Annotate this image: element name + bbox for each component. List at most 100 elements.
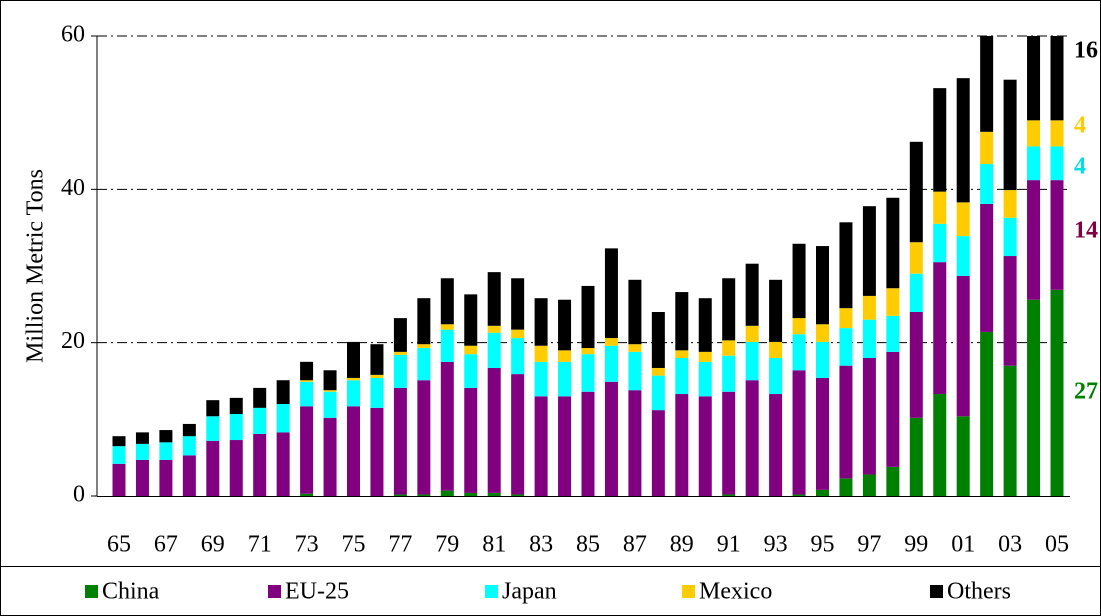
annotation: 4	[1074, 113, 1086, 139]
bar-segment	[159, 442, 173, 460]
bar-segment	[159, 430, 173, 443]
bar-segment	[487, 325, 501, 333]
bar-segment	[862, 358, 876, 475]
legend-swatch	[930, 585, 943, 598]
bar-segment	[534, 396, 548, 496]
bar-segment	[276, 380, 290, 404]
bar-segment	[206, 440, 220, 496]
x-tick-label: 67	[154, 532, 178, 558]
bar-segment	[792, 370, 806, 495]
bar-segment	[253, 387, 267, 408]
bar-segment	[909, 312, 923, 418]
x-tick-label: 93	[764, 532, 788, 558]
bar-segment	[604, 345, 618, 382]
bar-segment	[933, 223, 947, 263]
bar-segment	[229, 397, 243, 414]
bar-segment	[393, 387, 407, 495]
bar-segment	[511, 494, 525, 496]
legend-swatch	[485, 585, 498, 598]
annotation: 4	[1074, 154, 1086, 180]
bar-segment	[1050, 120, 1064, 147]
x-tick-label: 99	[904, 532, 928, 558]
bar-segment	[675, 394, 689, 496]
bar-segment	[417, 348, 431, 381]
bar-segment	[933, 88, 947, 192]
bar-segment	[417, 380, 431, 495]
bar-segment	[745, 380, 759, 496]
x-tick-label: 77	[388, 532, 412, 558]
x-tick-label: 03	[998, 532, 1022, 558]
bar-segment	[487, 367, 501, 493]
bar-segment	[1003, 79, 1017, 191]
bar-segment	[909, 141, 923, 243]
bar-segment	[323, 391, 337, 418]
legend-swatch	[85, 585, 98, 598]
bar-segment	[956, 275, 970, 417]
x-tick-label: 83	[529, 532, 553, 558]
bar-segment	[933, 262, 947, 395]
legend-swatch	[268, 585, 281, 598]
bar-segment	[1050, 146, 1064, 181]
bar-segment	[886, 466, 900, 496]
y-axis-label: Million Metric Tons	[23, 169, 49, 363]
bar-segment	[651, 375, 665, 411]
bar-segment	[581, 391, 595, 496]
bar-segment	[534, 361, 548, 397]
bar-segment	[464, 492, 478, 496]
x-tick-label: 75	[342, 532, 366, 558]
bar-segment	[300, 493, 314, 496]
bar-segment	[792, 334, 806, 371]
bar-segment	[464, 354, 478, 388]
bar-segment	[159, 459, 173, 496]
bar-segment	[839, 222, 853, 309]
bar-segment	[722, 494, 736, 496]
bar-segment	[651, 312, 665, 368]
bar-segment	[909, 417, 923, 496]
x-tick-label: 01	[951, 532, 975, 558]
x-tick-label: 65	[107, 532, 131, 558]
bar-segment	[1027, 146, 1041, 181]
y-tick-label: 20	[61, 328, 85, 354]
bar-segment	[839, 308, 853, 329]
bar-segment	[182, 436, 196, 456]
annotation: 14	[1074, 218, 1098, 244]
bar-segment	[651, 367, 665, 376]
bar-segment	[1003, 217, 1017, 257]
bar-segment	[511, 338, 525, 375]
bar-segment	[253, 433, 267, 496]
bar-segment	[581, 285, 595, 349]
annotation: 16	[1074, 38, 1098, 64]
bar-segment	[839, 365, 853, 479]
bar-segment	[933, 394, 947, 496]
bar-segment	[722, 355, 736, 392]
bar-segment	[651, 410, 665, 496]
bar-segment	[698, 298, 712, 352]
bar-segment	[745, 325, 759, 342]
bar-segment	[886, 351, 900, 467]
bar-segment	[862, 295, 876, 320]
bar-segment	[722, 391, 736, 495]
bar-segment	[393, 354, 407, 388]
bar-segment	[862, 474, 876, 496]
bar-segment	[675, 292, 689, 351]
bar-segment	[816, 377, 829, 490]
bar-segment	[112, 446, 126, 464]
bar-segment	[347, 341, 360, 378]
bar-segment	[769, 341, 783, 358]
bar-segment	[558, 396, 572, 496]
bar-segment	[347, 406, 360, 496]
bar-segment	[370, 344, 384, 375]
bar-segment	[323, 390, 337, 392]
bar-segment	[980, 203, 994, 332]
bar-segment	[487, 492, 501, 496]
bar-segment	[792, 243, 806, 319]
bar-segment	[112, 436, 126, 447]
bar-segment	[464, 345, 478, 355]
bar-segment	[347, 377, 360, 381]
bar-segment	[1003, 190, 1017, 218]
bar-segment	[956, 416, 970, 496]
bar-segment	[956, 78, 970, 203]
bar-segment	[980, 36, 994, 132]
bar-segment	[980, 164, 994, 204]
y-tick-label: 60	[61, 22, 85, 48]
